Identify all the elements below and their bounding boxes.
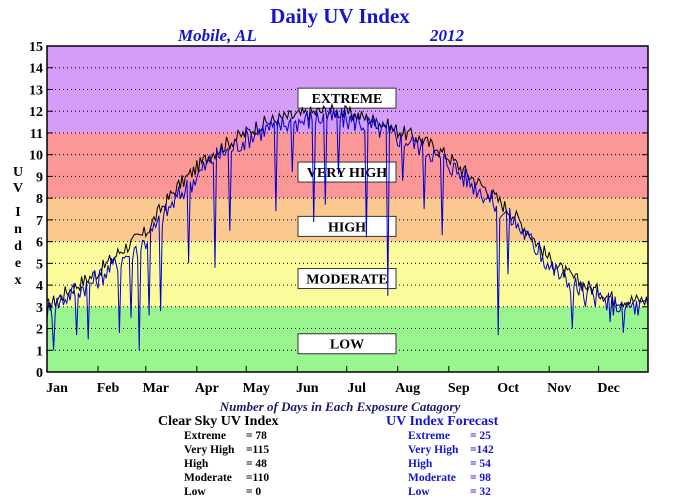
forecast-series-line xyxy=(46,107,649,351)
clear-sky-row: Extreme = 78 xyxy=(184,430,267,442)
x-tick-label: May xyxy=(243,381,270,396)
forecast-row: Moderate = 98 xyxy=(408,472,491,484)
x-tick-label: Feb xyxy=(97,381,120,396)
y-tick-label: 3 xyxy=(36,301,43,316)
y-tick-label: 15 xyxy=(29,40,43,55)
y-tick-label: 4 xyxy=(36,279,43,294)
category-label: LOW xyxy=(330,338,364,353)
y-axis-label-char: I xyxy=(15,205,20,220)
y-tick-label: 1 xyxy=(36,344,43,359)
chart-title: Daily UV Index xyxy=(270,4,410,28)
y-axis-label-char: e xyxy=(15,256,21,271)
clear-sky-row: Low = 0 xyxy=(184,486,262,498)
x-tick-label: Oct xyxy=(497,381,519,396)
category-label-box xyxy=(297,215,397,237)
y-axis-label-char: V xyxy=(13,181,23,196)
chart-location: Mobile, AL xyxy=(178,26,257,45)
x-tick-label: Nov xyxy=(547,381,571,396)
y-tick-label: 9 xyxy=(36,170,43,185)
y-axis-label-char: n xyxy=(14,222,22,237)
clear-sky-row: Very High =115 xyxy=(184,444,270,456)
category-label: EXTREME xyxy=(312,92,383,107)
x-tick-label: Jun xyxy=(296,381,319,396)
forecast-row: Low = 32 xyxy=(408,486,491,498)
category-label-box xyxy=(297,333,397,355)
forecast-row: High = 54 xyxy=(408,458,491,470)
x-tick-label: Jan xyxy=(46,381,68,396)
y-tick-label: 11 xyxy=(30,127,43,142)
category-label-box xyxy=(297,161,397,183)
y-tick-label: 6 xyxy=(36,236,43,251)
x-tick-label: Apr xyxy=(195,381,219,396)
clear-sky-row: Moderate =110 xyxy=(184,472,270,484)
y-tick-label: 5 xyxy=(36,257,43,272)
stats-heading: Number of Days in Each Exposure Catagory xyxy=(219,399,461,414)
y-tick-label: 2 xyxy=(36,323,43,338)
x-tick-label: Aug xyxy=(395,381,420,396)
y-axis-label-char: d xyxy=(14,239,22,254)
category-label: VERY HIGH xyxy=(307,166,387,181)
x-tick-label: Sep xyxy=(448,381,470,396)
x-tick-label: Dec xyxy=(597,381,620,396)
category-label: HIGH xyxy=(328,220,366,235)
chart-year: 2012 xyxy=(430,26,464,45)
plot-frame xyxy=(46,45,649,373)
forecast-row: Extreme = 25 xyxy=(408,430,491,442)
y-tick-label: 0 xyxy=(36,366,43,381)
x-tick-label: Jul xyxy=(347,381,366,396)
forecast-row: Very High =142 xyxy=(408,444,494,456)
forecast-title: UV Index Forecast xyxy=(386,414,499,429)
category-label: MODERATE xyxy=(306,273,387,288)
y-axis-label-char: U xyxy=(13,165,23,180)
x-tick-label: Mar xyxy=(143,381,169,396)
clear-sky-row: High = 48 xyxy=(184,458,267,470)
y-tick-label: 12 xyxy=(29,105,43,120)
y-tick-label: 10 xyxy=(29,149,43,164)
clear-sky-series-line xyxy=(46,102,649,311)
y-tick-label: 8 xyxy=(36,192,43,207)
category-label-box xyxy=(297,268,397,290)
y-tick-label: 7 xyxy=(36,214,43,229)
y-axis-label-char: x xyxy=(15,273,22,288)
y-tick-label: 13 xyxy=(29,83,43,98)
clear-sky-title: Clear Sky UV Index xyxy=(158,414,279,429)
y-tick-label: 14 xyxy=(29,62,43,77)
